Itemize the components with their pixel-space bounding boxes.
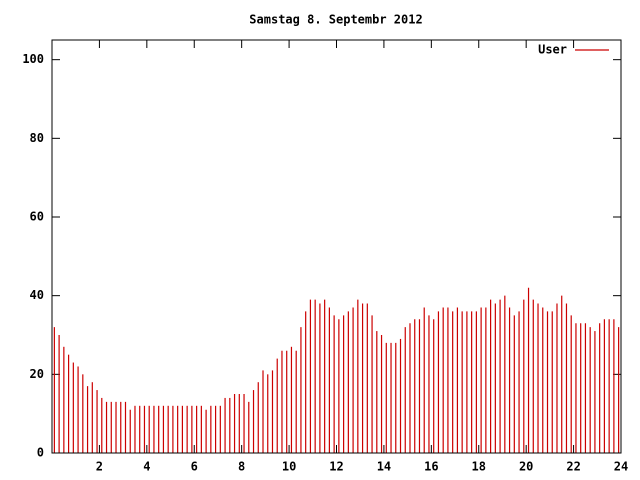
y-tick-label: 100 [22, 52, 44, 66]
plot-frame [51, 39, 622, 454]
y-tick-label: 20 [30, 367, 44, 381]
legend-label: User [538, 43, 567, 57]
y-tick-label: 80 [30, 131, 44, 145]
x-tick-label: 24 [614, 460, 628, 474]
x-tick-label: 18 [472, 460, 486, 474]
x-tick-label: 16 [424, 460, 438, 474]
x-tick-label: 4 [143, 460, 150, 474]
x-tick-label: 14 [377, 460, 391, 474]
x-tick-label: 2 [96, 460, 103, 474]
x-tick-label: 20 [519, 460, 533, 474]
x-tick-label: 10 [282, 460, 296, 474]
x-tick-label: 12 [329, 460, 343, 474]
y-tick-label: 60 [30, 210, 44, 224]
x-tick-label: 22 [566, 460, 580, 474]
x-tick-label: 6 [191, 460, 198, 474]
y-tick-label: 0 [37, 446, 44, 460]
x-tick-label: 8 [238, 460, 245, 474]
chart-title: Samstag 8. Septembr 2012 [249, 13, 422, 27]
y-tick-label: 40 [30, 288, 44, 302]
